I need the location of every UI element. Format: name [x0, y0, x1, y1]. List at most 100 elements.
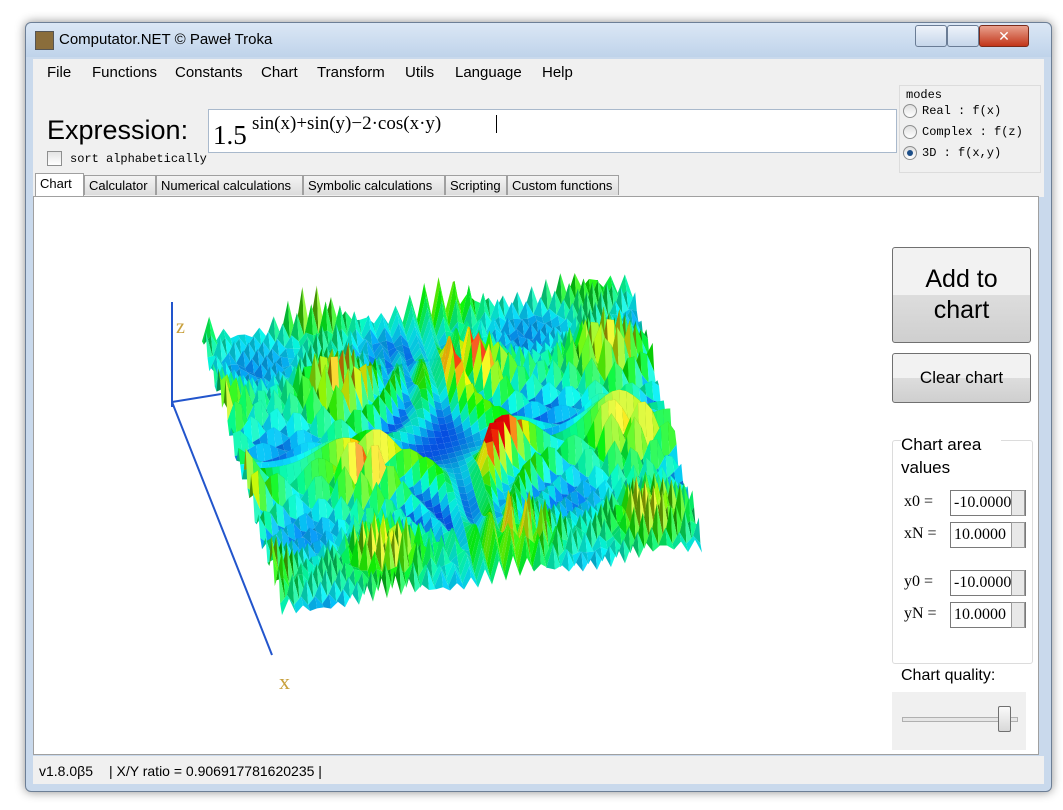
surface-cell [423, 557, 433, 579]
surface-cell [531, 401, 540, 419]
surface-cell [542, 490, 551, 509]
surface-cell [524, 401, 533, 421]
surface-cell [493, 524, 503, 567]
surface-cell [546, 544, 555, 570]
mode-radio[interactable] [903, 125, 917, 139]
clear-chart-button[interactable]: Clear chart [892, 353, 1031, 403]
close-button[interactable]: ✕ [979, 25, 1029, 47]
surface-cell [269, 535, 279, 569]
surface-cell [431, 517, 440, 529]
surface-cell [569, 283, 578, 313]
surface-cell [476, 292, 485, 324]
surface-cell [271, 370, 281, 389]
maximize-button[interactable] [947, 25, 979, 47]
menu-item[interactable]: Utils [405, 64, 435, 81]
mode-radio[interactable] [903, 146, 917, 160]
surface-cell [270, 473, 280, 506]
surface-cell [252, 376, 262, 396]
surface-cell [547, 503, 556, 520]
spin-button[interactable] [1011, 570, 1025, 596]
surface-cell [472, 537, 482, 575]
surface-cell [597, 337, 607, 384]
surface-cell [684, 510, 694, 544]
surface-cell [540, 297, 550, 318]
surface-cell [499, 375, 509, 407]
surface-cell [613, 527, 622, 547]
mode-radio[interactable] [903, 104, 917, 118]
surface-cell [526, 301, 535, 319]
surface-cell [511, 336, 521, 349]
surface-cell [468, 405, 478, 427]
surface-cell [325, 301, 335, 336]
surface-cell [440, 395, 450, 411]
surface-cell [642, 512, 652, 549]
spin-button[interactable] [1011, 602, 1025, 628]
quality-slider[interactable] [892, 692, 1026, 750]
surface-cell [325, 459, 335, 488]
expression-label: Expression: [47, 115, 189, 145]
tab[interactable]: Scripting [445, 175, 507, 195]
surface-cell [559, 500, 569, 519]
menu-item[interactable]: Functions [92, 64, 158, 81]
menu-item[interactable]: Transform [317, 64, 385, 81]
surface-cell [366, 315, 376, 334]
tab[interactable]: Calculator [84, 175, 156, 195]
surface-cell [453, 529, 463, 550]
surface-cell [607, 538, 617, 558]
menu-item[interactable]: Help [542, 64, 573, 81]
tab[interactable]: Numerical calculations [156, 175, 303, 195]
surface-cell [363, 328, 373, 345]
surface-cell [386, 340, 396, 351]
surface-cell [432, 520, 442, 538]
sort-checkbox[interactable] [47, 151, 62, 166]
surface-cell [332, 526, 342, 544]
menu-item[interactable]: File [47, 64, 72, 81]
surface-cell [620, 435, 629, 466]
surface-cell [542, 308, 551, 324]
slider-thumb[interactable] [998, 706, 1011, 732]
surface-cell [474, 391, 484, 406]
surface-cell [557, 515, 567, 531]
chart-panel: zxy Add to chart Clear chart Chart area … [33, 196, 1039, 755]
spin-button[interactable] [1011, 490, 1025, 516]
tab[interactable]: Chart [35, 173, 84, 197]
surface-cell [649, 503, 659, 546]
surface-cell [527, 337, 537, 353]
surface-cell [415, 444, 425, 453]
surface-cell [282, 323, 292, 348]
menu-item[interactable]: Chart [261, 64, 298, 81]
surface-cell [396, 392, 406, 411]
surface-cell [488, 536, 498, 578]
surface-cell [441, 335, 450, 367]
add-to-chart-label: Add to chart [925, 265, 998, 324]
surface-cell [499, 344, 509, 376]
surface-cell [490, 486, 500, 508]
surface-cell [409, 294, 419, 327]
surface-cell [351, 433, 361, 442]
add-to-chart-button[interactable]: Add to chart [892, 247, 1031, 343]
surface-cell [350, 355, 360, 373]
surface-cell [376, 481, 386, 515]
surface-cell [387, 362, 397, 380]
surface-cell [436, 316, 446, 343]
tab[interactable]: Symbolic calculations [303, 175, 445, 195]
surface-cell [531, 323, 540, 341]
surface-cell [480, 512, 489, 546]
surface-cell [667, 421, 677, 455]
surface-cell [387, 434, 396, 461]
spin-button[interactable] [1011, 522, 1025, 548]
tab[interactable]: Custom functions [507, 175, 619, 195]
surface-cell [501, 491, 511, 517]
expression-input[interactable]: 1.5 sin(x)+sin(y)−2·cos(x·y) [208, 109, 897, 153]
surface-cell [300, 488, 310, 508]
surface-cell [490, 359, 500, 397]
surface-cell [582, 479, 592, 498]
surface-cell [547, 406, 556, 425]
minimize-button[interactable] [915, 25, 947, 47]
surface-cell [583, 519, 593, 549]
surface-cell [258, 470, 268, 515]
surface-cell [569, 510, 579, 528]
menu-item[interactable]: Constants [175, 64, 243, 81]
surface-cell [568, 506, 577, 519]
menu-item[interactable]: Language [455, 64, 522, 81]
